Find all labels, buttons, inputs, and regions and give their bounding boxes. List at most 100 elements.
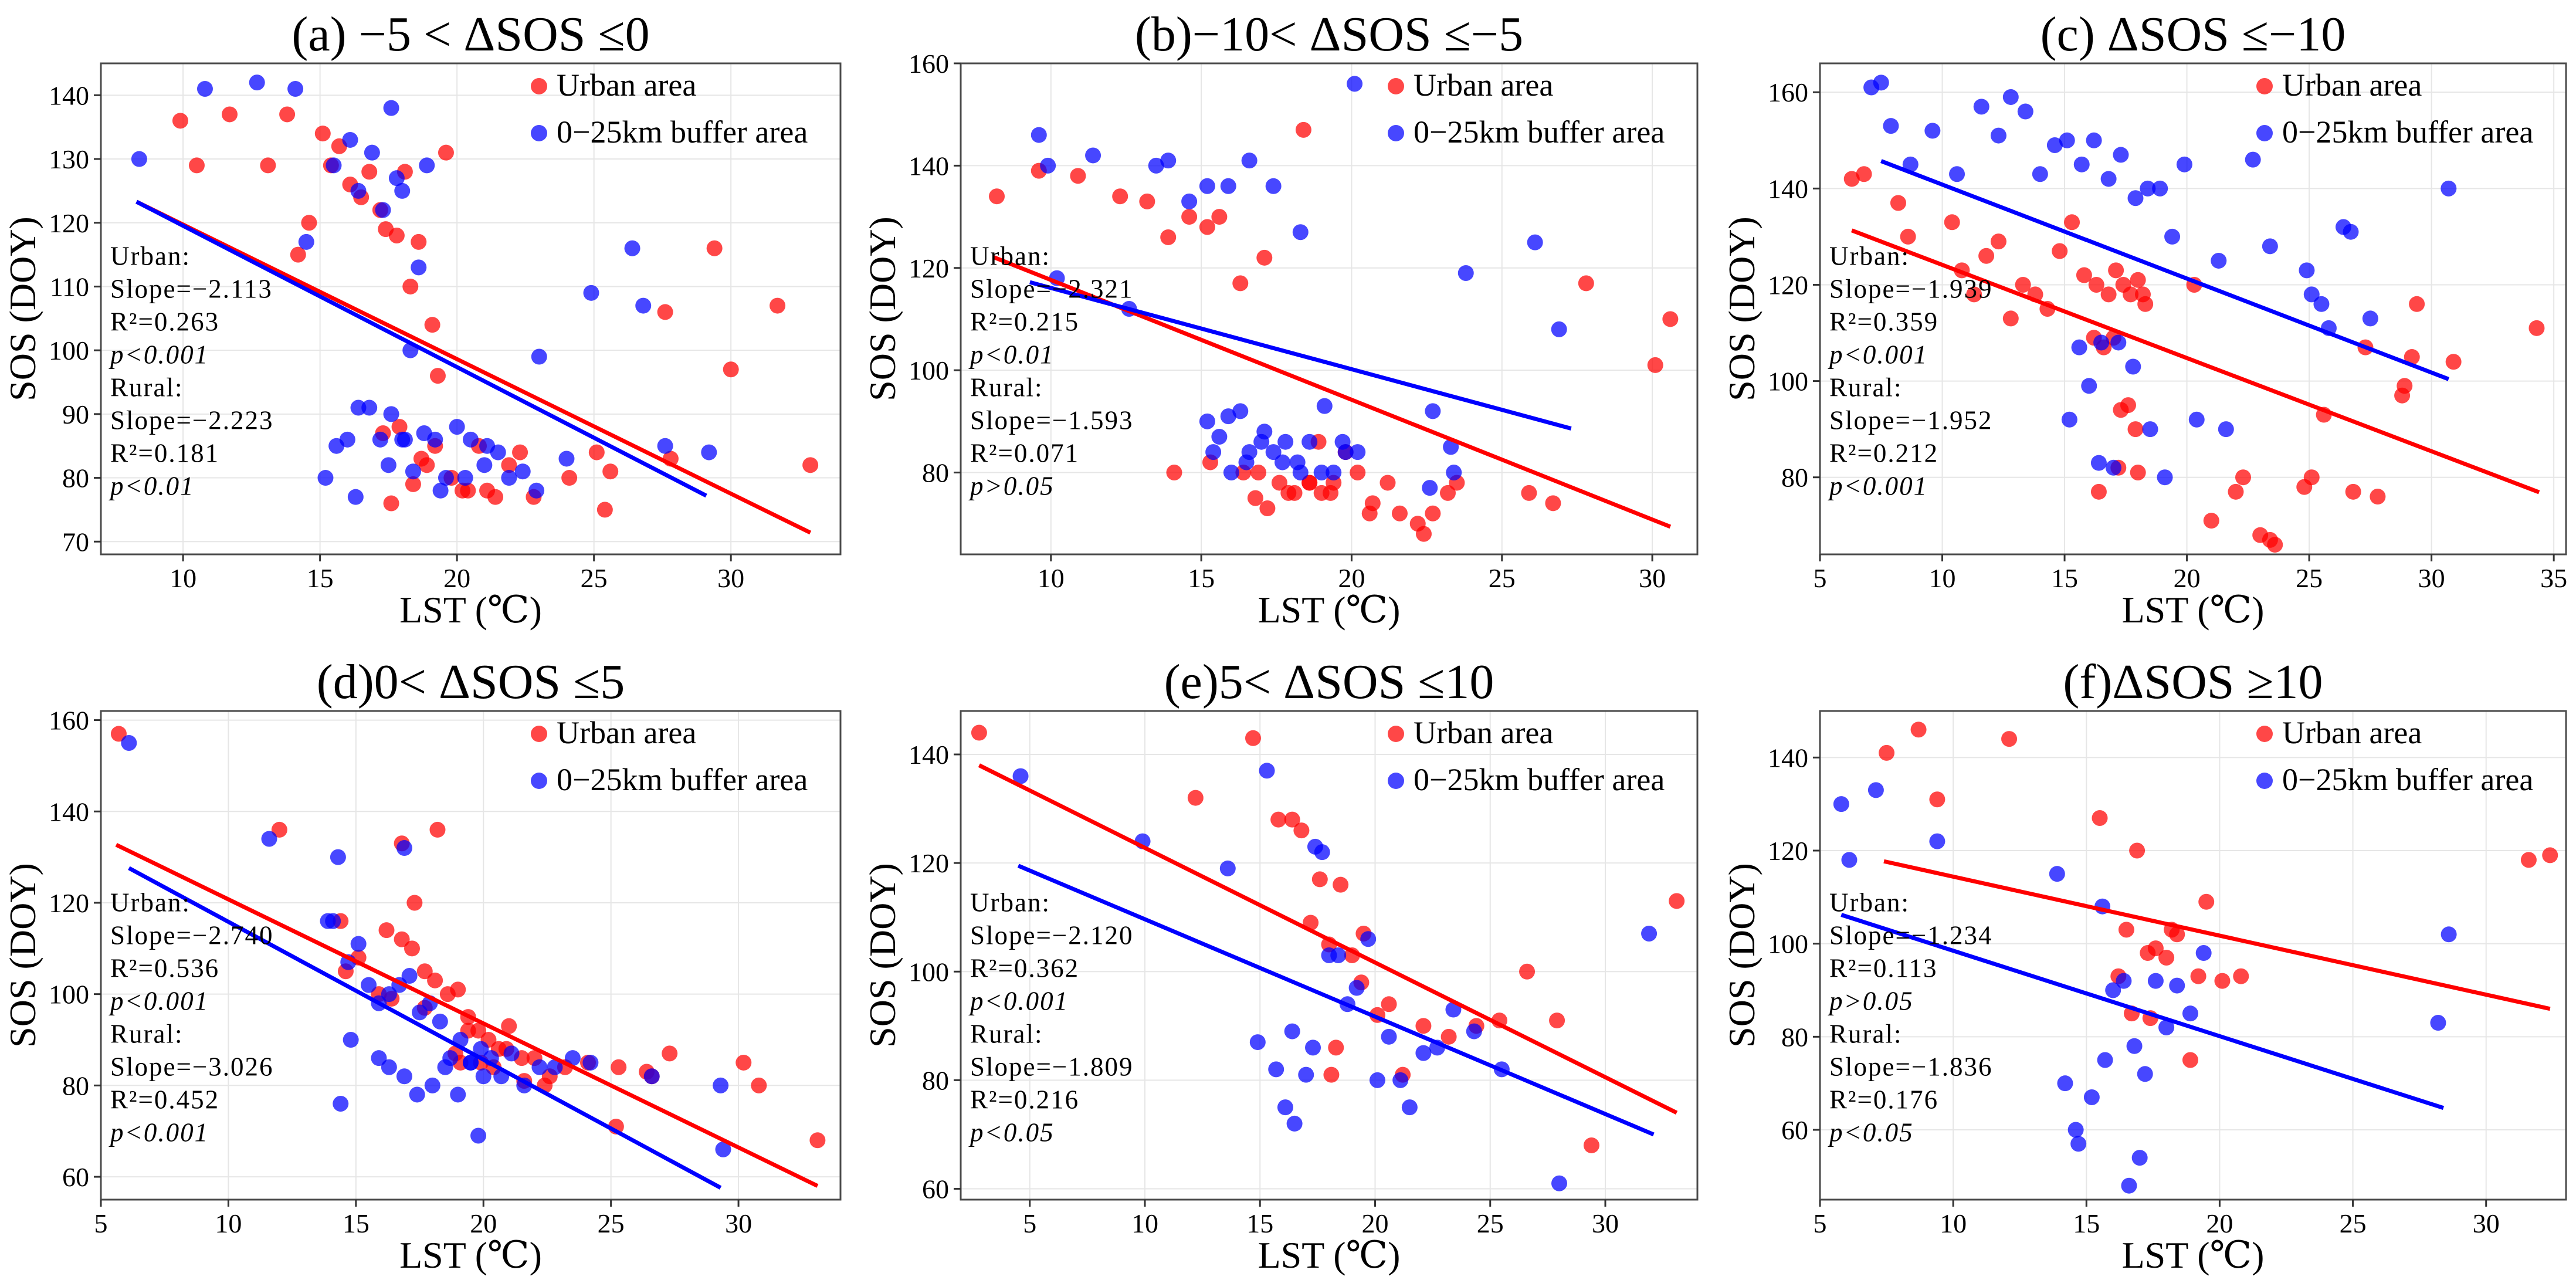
- rural-point: [583, 285, 599, 301]
- stats-line: Rural:: [110, 1020, 183, 1049]
- legend: Urban area 0−25km buffer area: [1388, 67, 1665, 150]
- urban-point: [271, 821, 287, 838]
- rural-point: [463, 1054, 479, 1071]
- urban-point: [2542, 847, 2558, 864]
- rural-point: [2188, 411, 2205, 428]
- x-axis-label: LST (℃): [1258, 1234, 1401, 1276]
- stats-line: Urban:: [970, 888, 1050, 917]
- y-axis-label: SOS (DOY): [862, 863, 903, 1048]
- urban-fit-line: [1883, 859, 2551, 1011]
- y-tick-label: 110: [50, 272, 89, 302]
- y-tick-label: 70: [62, 527, 89, 557]
- rural-point: [333, 1096, 349, 1112]
- urban-point: [1199, 219, 1215, 235]
- stats-line: Rural:: [110, 373, 183, 402]
- legend-rural-label: 0−25km buffer area: [2282, 114, 2533, 150]
- urban-point: [2002, 310, 2019, 327]
- rural-point: [1326, 465, 1342, 480]
- rural-point: [121, 734, 137, 751]
- urban-point: [1890, 195, 1906, 211]
- x-tick-label: 5: [1814, 1208, 1827, 1238]
- rural-point: [1334, 434, 1351, 450]
- rural-point: [131, 151, 147, 167]
- rural-point: [2017, 103, 2033, 120]
- rural-point: [2441, 180, 2457, 197]
- urban-point: [2088, 276, 2104, 293]
- urban-point: [1256, 249, 1273, 266]
- rural-point: [2100, 171, 2117, 187]
- stats-line: Slope=−1.234: [1829, 921, 1993, 950]
- x-tick-label: 5: [1023, 1208, 1036, 1238]
- rural-point: [1313, 465, 1330, 480]
- rural-point: [411, 259, 427, 276]
- x-tick-label: 25: [2340, 1208, 2367, 1238]
- urban-point: [2135, 286, 2151, 303]
- rural-point: [394, 182, 411, 199]
- rural-point: [2105, 982, 2121, 998]
- stats-line: Slope=−1.836: [1829, 1052, 1993, 1082]
- urban-point: [1361, 505, 1378, 522]
- x-tick-label: 15: [307, 563, 334, 593]
- stats-annotation: Urban: Slope=−2.740 R²=0.536 p<0.001 Rural: S…: [109, 888, 274, 1147]
- urban-point: [2409, 296, 2425, 312]
- x-tick-label: 35: [2540, 563, 2567, 593]
- rural-point: [558, 451, 575, 467]
- legend-urban-marker: [531, 726, 547, 742]
- urban-point: [394, 931, 410, 947]
- x-tick-label: 30: [1592, 1208, 1619, 1238]
- urban-point: [2158, 949, 2175, 966]
- stats-annotation: Urban: Slope=−2.120 R²=0.362 p<0.001 Rural: S…: [968, 888, 1133, 1147]
- legend-rural-label: 0−25km buffer area: [1414, 114, 1665, 150]
- legend-urban-marker: [2256, 78, 2273, 94]
- panel-title: (b)−10< ΔSOS ≤−5: [1135, 7, 1523, 62]
- rural-point: [635, 297, 652, 314]
- y-tick-label: 140: [909, 151, 949, 181]
- x-tick-label: 10: [215, 1208, 242, 1238]
- panel-title: (d)0< ΔSOS ≤5: [317, 655, 625, 709]
- urban-point: [989, 188, 1005, 205]
- plot-data: [110, 726, 826, 1190]
- urban-point: [561, 470, 578, 486]
- y-tick-label: 60: [62, 1162, 89, 1192]
- rural-point: [2131, 1150, 2148, 1166]
- legend-rural-label: 0−25km buffer area: [557, 762, 808, 797]
- rural-point: [1040, 157, 1056, 174]
- rural-point: [2113, 147, 2129, 163]
- x-tick-label: 15: [1188, 563, 1215, 593]
- urban-point: [391, 419, 408, 435]
- urban-point: [424, 317, 440, 333]
- urban-point: [2370, 489, 2386, 505]
- urban-point: [1311, 871, 1328, 888]
- stats-line: Slope=−3.026: [110, 1052, 274, 1082]
- rural-point: [1314, 844, 1330, 861]
- urban-point: [1669, 893, 1685, 909]
- rural-point: [1219, 860, 1236, 876]
- rural-point: [1381, 1028, 1397, 1045]
- urban-point: [2303, 469, 2320, 486]
- urban-point: [222, 106, 238, 123]
- rural-point: [2032, 166, 2048, 182]
- rural-point: [501, 470, 517, 486]
- rural-point: [2097, 1052, 2113, 1068]
- rural-point: [2147, 973, 2164, 989]
- x-tick-label: 5: [94, 1208, 108, 1238]
- urban-point: [279, 106, 296, 123]
- urban-fit-line: [115, 842, 819, 1188]
- y-tick-label: 100: [909, 957, 949, 987]
- rural-point: [2195, 945, 2212, 961]
- rural-point: [1211, 428, 1228, 445]
- urban-point: [1211, 209, 1228, 225]
- urban-point: [110, 726, 127, 742]
- stats-line: Slope=−2.113: [110, 275, 273, 304]
- rural-point: [1241, 153, 1258, 169]
- rural-point: [2164, 228, 2181, 245]
- rural-point: [547, 1059, 563, 1075]
- x-tick-label: 20: [2206, 1208, 2233, 1238]
- p-value-text: p<0.05: [968, 1118, 1055, 1147]
- rural-point: [1347, 76, 1363, 92]
- stats-line: R²=0.452: [110, 1085, 219, 1115]
- rural-point: [412, 1004, 428, 1021]
- urban-point: [1519, 963, 1536, 980]
- x-axis-label: LST (℃): [2122, 589, 2265, 631]
- stats-line: R²=0.216: [970, 1085, 1079, 1115]
